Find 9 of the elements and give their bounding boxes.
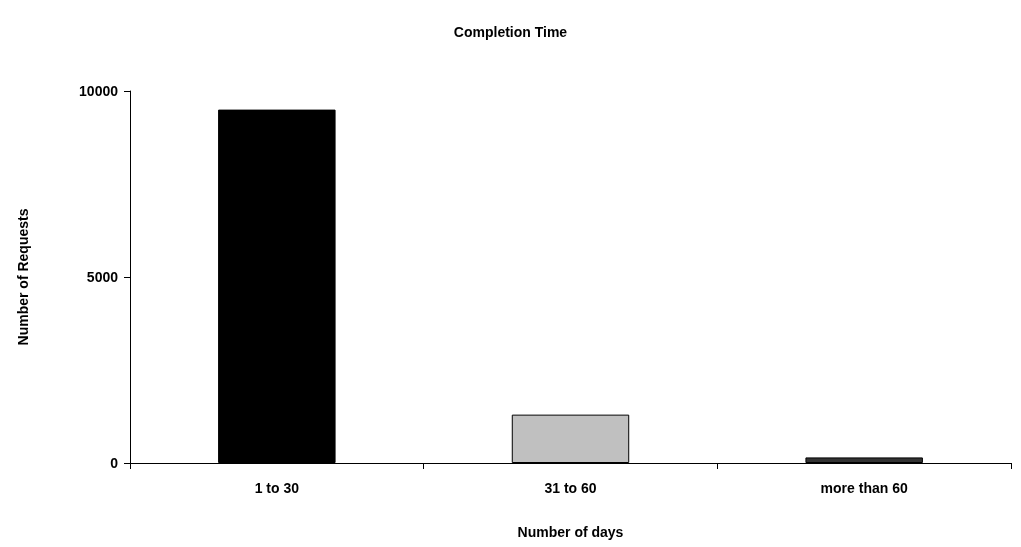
- y-axis-title: Number of Requests: [15, 208, 31, 346]
- chart-title: Completion Time: [453, 24, 568, 40]
- x-tick-label: 31 to 60: [544, 480, 597, 496]
- x-tick-label: 1 to 30: [254, 480, 300, 496]
- y-tick-label: 0: [110, 455, 119, 471]
- x-axis-title: Number of days: [517, 524, 624, 540]
- x-tick-label: more than 60: [820, 480, 908, 496]
- y-tick-label: 10000: [79, 83, 119, 99]
- y-tick-label: 5000: [86, 269, 119, 285]
